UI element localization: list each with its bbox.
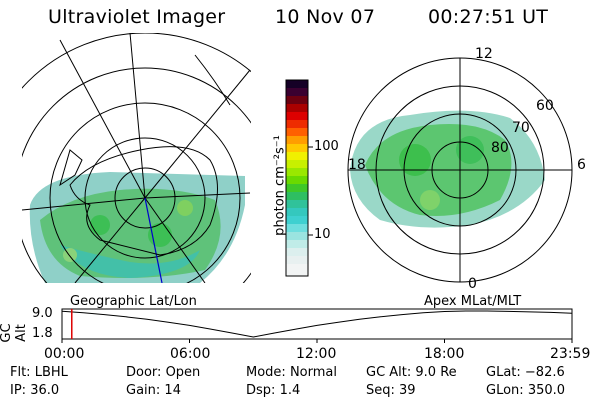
status-gc-alt: GC Alt: 9.0 Re bbox=[366, 365, 457, 380]
plot-frame bbox=[61, 308, 573, 340]
longitude-lines bbox=[22, 33, 251, 283]
geographic-label: Geographic Lat/Lon bbox=[70, 294, 197, 309]
xtick-1200: 12:00 bbox=[296, 346, 337, 362]
status-door: Door: Open bbox=[126, 365, 201, 380]
mlat-label-60: 60 bbox=[536, 98, 554, 114]
mlt-label-6: 6 bbox=[577, 157, 586, 173]
xtick-2359: 23:59 bbox=[550, 346, 591, 362]
status-glat: GLat: −82.6 bbox=[486, 365, 565, 380]
mlt-label-18: 18 bbox=[348, 157, 366, 173]
altitude-line bbox=[61, 310, 573, 338]
colorbar bbox=[285, 79, 313, 277]
mlt-label-12: 12 bbox=[475, 46, 493, 62]
ytick-9: 9.0 bbox=[32, 306, 53, 321]
status-glon: GLon: 350.0 bbox=[486, 383, 566, 398]
colorbar-tick-100: 100 bbox=[314, 139, 339, 154]
status-gain: Gain: 14 bbox=[126, 383, 181, 398]
status-seq: Seq: 39 bbox=[366, 383, 416, 398]
xtick-0600: 06:00 bbox=[170, 346, 211, 362]
apex-label: Apex MLat/MLT bbox=[424, 294, 522, 309]
mlat-label-80: 80 bbox=[491, 140, 509, 156]
mlt-lines bbox=[348, 58, 572, 282]
status-ip: IP: 36.0 bbox=[10, 383, 60, 398]
mlat-label-70: 70 bbox=[512, 120, 530, 136]
mlt-label-0: 0 bbox=[468, 276, 477, 292]
status-flt: Flt: LBHL bbox=[10, 365, 68, 380]
status-dsp: Dsp: 1.4 bbox=[246, 383, 301, 398]
terminator-line bbox=[144, 197, 163, 283]
instrument-title: Ultraviolet Imager bbox=[48, 6, 226, 28]
ytick-1-8: 1.8 bbox=[32, 326, 53, 341]
xtick-0000: 00:00 bbox=[44, 346, 85, 362]
x-ticks bbox=[61, 339, 573, 343]
header-time: 00:27:51 UT bbox=[428, 6, 549, 28]
coastline bbox=[69, 146, 218, 256]
xtick-1800: 18:00 bbox=[424, 346, 465, 362]
header-date: 10 Nov 07 bbox=[275, 6, 376, 28]
status-mode: Mode: Normal bbox=[246, 365, 337, 380]
altitude-ylabel: GC Alt bbox=[0, 323, 29, 343]
latitude-circles bbox=[22, 33, 251, 283]
colorbar-tick-10: 10 bbox=[314, 227, 331, 242]
